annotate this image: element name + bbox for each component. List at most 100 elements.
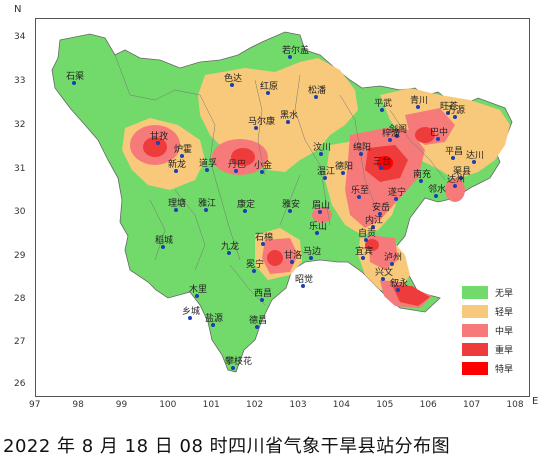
legend-label: 无旱	[495, 288, 514, 299]
station-label: 万源	[447, 106, 466, 116]
station-label: 丹巴	[228, 160, 247, 170]
station-label: 甘洛	[284, 251, 303, 261]
lat-tick-label: 31	[14, 164, 26, 174]
station-label: 稻城	[155, 236, 174, 246]
station-label: 巴中	[430, 128, 449, 138]
station-label: 雅江	[198, 199, 217, 209]
station-label: 旺苍	[440, 102, 459, 112]
station-marker	[309, 256, 313, 260]
station-marker	[174, 208, 178, 212]
station-marker	[314, 95, 318, 99]
lon-tick-label: 97	[29, 400, 41, 410]
station-marker	[395, 134, 399, 138]
station-marker	[188, 316, 192, 320]
station-label: 九龙	[221, 242, 240, 252]
station-label: 石棉	[255, 233, 274, 243]
station-label: 德阳	[335, 162, 354, 172]
lat-tick-label: 34	[14, 32, 26, 42]
station-label: 炉霍	[174, 145, 193, 155]
station-marker	[286, 120, 290, 124]
lon-tick-label: 107	[463, 400, 481, 410]
legend-item: 中旱	[462, 323, 513, 337]
legend-item: 轻旱	[462, 304, 513, 318]
legend-item: 无旱	[462, 285, 513, 299]
station-marker	[180, 154, 184, 158]
station-label: 眉山	[312, 201, 331, 211]
station-label: 内江	[365, 216, 384, 226]
station-marker	[260, 298, 264, 302]
station-marker	[319, 152, 323, 156]
station-label: 梓潼	[382, 129, 401, 139]
legend-swatch	[462, 342, 488, 356]
station-marker	[359, 152, 363, 156]
station-marker	[161, 245, 165, 249]
station-label: 若尔盖	[282, 46, 310, 56]
legend-swatch	[462, 323, 488, 337]
station-label: 冕宁	[246, 260, 265, 270]
station-label: 雅安	[282, 200, 301, 210]
station-label: 剑阁	[389, 125, 408, 135]
lat-tick-label: 28	[14, 294, 26, 304]
lat-tick-label: 32	[14, 120, 26, 130]
station-label: 木里	[189, 285, 208, 295]
station-marker	[234, 169, 238, 173]
station-marker	[446, 111, 450, 115]
station-marker	[301, 284, 305, 288]
station-label: 小金	[254, 161, 273, 171]
station-label: 盐源	[205, 314, 224, 324]
station-marker	[378, 212, 382, 216]
station-label: 南充	[413, 170, 432, 180]
station-marker	[451, 156, 455, 160]
station-label: 遂宁	[388, 188, 407, 198]
lat-tick-label: 30	[14, 207, 26, 217]
station-label: 色达	[224, 74, 243, 84]
map-caption: 2022 年 8 月 18 日 08 时四川省气象干旱县站分布图	[3, 436, 451, 457]
legend-item: 重旱	[462, 342, 513, 356]
station-label: 理塘	[168, 199, 187, 209]
station-label: 黑水	[280, 111, 299, 121]
station-marker	[255, 325, 259, 329]
station-label: 兴文	[375, 268, 394, 278]
station-label: 石渠	[66, 72, 85, 82]
station-marker	[318, 210, 322, 214]
lat-tick-label: 27	[14, 337, 26, 347]
lon-tick-label: 103	[289, 400, 307, 410]
station-marker	[156, 141, 160, 145]
station-marker	[72, 81, 76, 85]
lon-tick-label: 106	[419, 400, 437, 410]
station-label: 泸州	[384, 253, 403, 263]
station-marker	[261, 242, 265, 246]
legend-label: 重旱	[495, 345, 514, 356]
station-label: 马边	[303, 247, 322, 257]
map-frame	[35, 18, 530, 397]
station-label: 宜宾	[355, 247, 374, 257]
station-label: 昭觉	[295, 275, 314, 285]
legend-label: 轻旱	[495, 307, 514, 318]
lon-tick-label: 104	[332, 400, 350, 410]
lon-tick-label: 108	[506, 400, 524, 410]
station-marker	[434, 194, 438, 198]
station-marker	[230, 83, 234, 87]
legend-swatch	[462, 304, 488, 318]
station-label: 自贡	[358, 229, 377, 239]
station-marker	[381, 277, 385, 281]
station-marker	[436, 137, 440, 141]
station-label: 松潘	[308, 86, 327, 96]
station-label: 康定	[237, 200, 256, 210]
station-label: 青川	[410, 96, 429, 106]
station-marker	[243, 209, 247, 213]
station-marker	[364, 238, 368, 242]
lon-tick-label: 100	[159, 400, 177, 410]
station-label: 红原	[260, 82, 279, 92]
station-label: 西昌	[254, 289, 273, 299]
station-label: 叙永	[390, 279, 409, 289]
station-label: 渠县	[453, 167, 472, 177]
station-marker	[419, 179, 423, 183]
station-label: 道孚	[199, 159, 218, 169]
station-label: 乡城	[182, 307, 201, 317]
north-label: N	[14, 4, 22, 15]
station-marker	[315, 231, 319, 235]
station-marker	[174, 169, 178, 173]
lat-tick-label: 33	[14, 76, 26, 86]
